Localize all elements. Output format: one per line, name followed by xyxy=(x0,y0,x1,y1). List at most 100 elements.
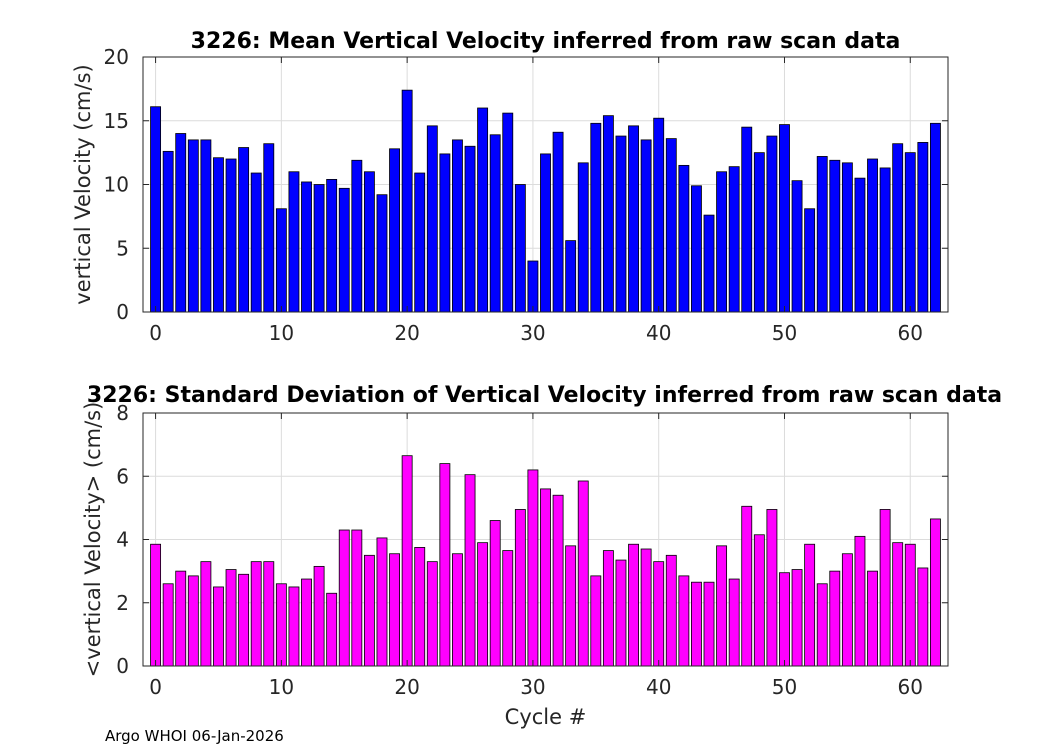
std-bar-cycle-35 xyxy=(590,575,602,667)
mean-bar-cycle-43 xyxy=(691,185,702,313)
mean-bar-cycle-35 xyxy=(590,122,602,313)
std-bar-cycle-24 xyxy=(452,553,463,667)
std-bar-cycle-4 xyxy=(200,561,212,667)
x-tick-label: 30 xyxy=(520,321,545,345)
mean-bar-cycle-28 xyxy=(502,112,514,313)
mean-velocity-chart: 0 10 20 30 40 50 60 0 5 10 15 20 3226: Mean Vertica… xyxy=(71,29,949,345)
mean-bar-cycle-59 xyxy=(892,143,904,313)
std-bar-cycle-9 xyxy=(263,561,275,667)
x-tick-label: 0 xyxy=(149,321,162,345)
std-bar-cycle-50 xyxy=(779,572,790,667)
std-bar-cycle-8 xyxy=(250,561,262,667)
mean-bar-cycle-20 xyxy=(401,89,413,313)
x-tick-label: 10 xyxy=(269,675,294,699)
mean-bar-cycle-47 xyxy=(741,126,753,313)
mean-velocity-y-axis-label: vertical Velocity (cm/s) xyxy=(71,64,95,304)
std-bar-cycle-12 xyxy=(301,578,312,667)
mean-bar-cycle-0 xyxy=(150,106,162,313)
std-bar-cycle-57 xyxy=(867,570,878,667)
std-velocity-x-axis-label: Cycle # xyxy=(505,705,587,729)
mean-bar-cycle-45 xyxy=(716,171,728,313)
mean-bar-cycle-26 xyxy=(477,107,489,313)
mean-bar-cycle-39 xyxy=(640,139,652,313)
std-bar-cycle-40 xyxy=(653,561,665,667)
mean-bar-cycle-23 xyxy=(439,153,451,313)
std-bar-cycle-2 xyxy=(175,570,187,667)
mean-bar-cycle-56 xyxy=(854,177,866,313)
std-bar-cycle-29 xyxy=(514,509,526,667)
std-bar-cycle-20 xyxy=(401,455,413,667)
std-bar-cycle-5 xyxy=(213,586,224,667)
mean-bar-cycle-55 xyxy=(841,162,853,313)
mean-bar-cycle-34 xyxy=(577,162,589,313)
y-tick-label: 0 xyxy=(116,300,129,324)
std-bar-cycle-1 xyxy=(162,583,174,667)
y-tick-label: 0 xyxy=(116,654,129,678)
std-bar-cycle-55 xyxy=(841,553,853,667)
mean-bar-cycle-16 xyxy=(351,159,363,313)
std-bar-cycle-51 xyxy=(791,569,803,667)
mean-bar-cycle-30 xyxy=(527,260,539,313)
mean-bar-cycle-25 xyxy=(464,145,476,313)
x-tick-label: 30 xyxy=(520,675,545,699)
mean-bar-cycle-2 xyxy=(175,133,187,313)
std-bar-cycle-53 xyxy=(816,583,828,667)
mean-bar-cycle-31 xyxy=(540,153,551,313)
std-bar-cycle-32 xyxy=(552,494,564,667)
mean-bar-cycle-36 xyxy=(602,115,614,313)
std-bar-cycle-25 xyxy=(464,474,476,667)
mean-bar-cycle-49 xyxy=(766,135,778,313)
mean-bar-cycle-61 xyxy=(917,142,929,313)
std-bar-cycle-27 xyxy=(489,520,501,667)
mean-bar-cycle-3 xyxy=(187,139,199,313)
y-tick-label: 6 xyxy=(116,464,129,488)
x-tick-label: 10 xyxy=(269,321,294,345)
mean-bar-cycle-29 xyxy=(514,184,526,313)
x-tick-label: 50 xyxy=(772,675,797,699)
std-bar-cycle-30 xyxy=(527,469,539,667)
std-bar-cycle-43 xyxy=(691,581,702,667)
mean-bar-cycle-62 xyxy=(929,122,941,313)
std-bar-cycle-37 xyxy=(615,559,627,667)
std-bar-cycle-17 xyxy=(363,554,375,667)
mean-bar-cycle-46 xyxy=(728,166,740,313)
std-bar-cycle-41 xyxy=(665,554,677,667)
std-bar-cycle-18 xyxy=(376,537,388,667)
mean-bar-cycle-4 xyxy=(200,139,212,313)
mean-bar-cycle-6 xyxy=(225,158,237,313)
y-tick-label: 5 xyxy=(116,236,129,260)
x-tick-label: 60 xyxy=(898,321,923,345)
std-bar-cycle-56 xyxy=(854,535,866,667)
std-bar-cycle-16 xyxy=(351,529,363,667)
std-bar-cycle-0 xyxy=(150,543,162,667)
std-bar-cycle-59 xyxy=(892,542,904,667)
y-tick-label: 8 xyxy=(116,401,129,425)
std-bar-cycle-61 xyxy=(917,567,929,667)
mean-bar-cycle-51 xyxy=(791,180,803,313)
mean-bar-cycle-60 xyxy=(904,152,916,313)
mean-bar-cycle-11 xyxy=(288,171,300,313)
mean-bar-cycle-17 xyxy=(363,171,375,313)
std-velocity-chart: 0 10 20 30 40 50 60 0 2 4 6 8 3226: Standard Deviat… xyxy=(81,383,1002,729)
mean-bar-cycle-8 xyxy=(250,172,262,313)
y-tick-label: 4 xyxy=(116,528,129,552)
std-bar-cycle-42 xyxy=(678,575,690,667)
mean-bar-cycle-27 xyxy=(489,134,501,313)
mean-bar-cycle-7 xyxy=(238,147,250,313)
mean-bar-cycle-22 xyxy=(426,125,438,313)
std-bar-cycle-58 xyxy=(879,509,891,667)
std-bar-cycle-62 xyxy=(929,518,941,667)
std-bar-cycle-15 xyxy=(338,529,350,667)
std-bar-cycle-47 xyxy=(741,505,753,667)
mean-bar-cycle-5 xyxy=(213,157,224,313)
mean-bar-cycle-50 xyxy=(779,124,790,313)
y-tick-label: 2 xyxy=(116,591,129,615)
mean-bar-cycle-33 xyxy=(565,240,577,313)
mean-bar-cycle-12 xyxy=(301,181,312,313)
mean-bar-cycle-18 xyxy=(376,194,388,313)
std-bar-cycle-7 xyxy=(238,573,250,667)
std-bar-cycle-13 xyxy=(313,565,325,667)
y-tick-label: 20 xyxy=(104,45,129,69)
std-bar-cycle-54 xyxy=(829,570,841,667)
